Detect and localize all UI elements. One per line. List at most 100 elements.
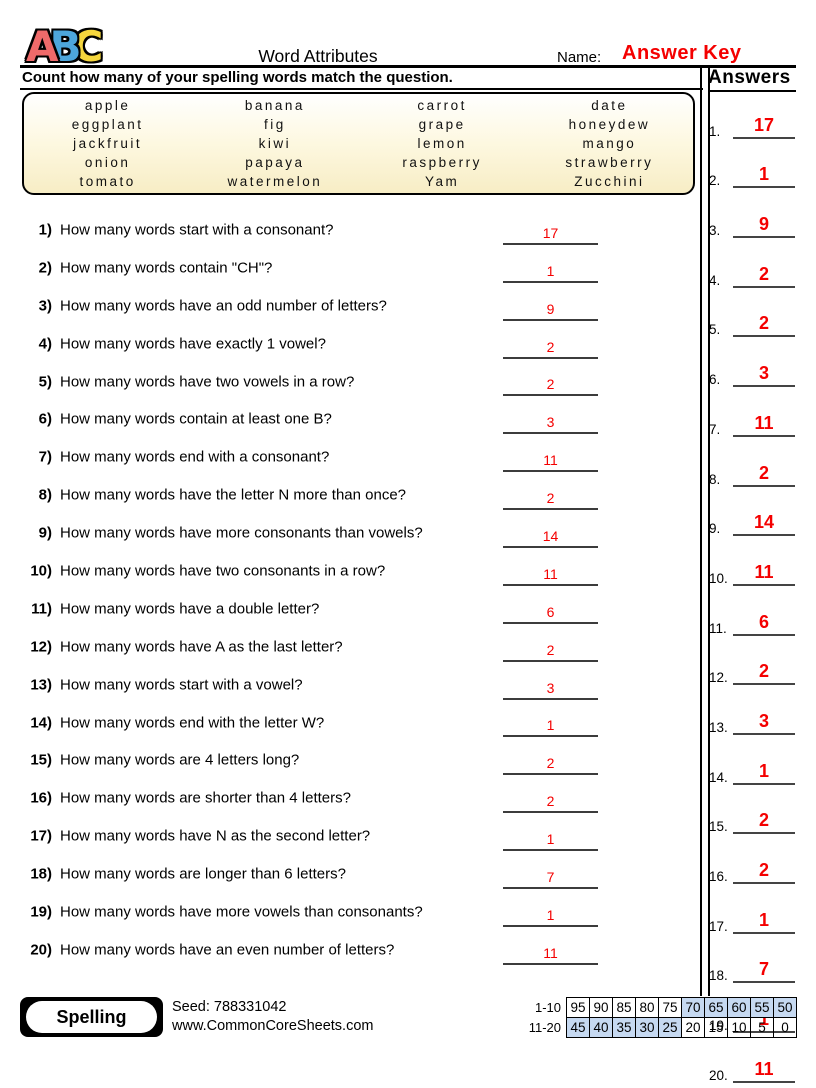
question-row: 15) How many words are 4 letters long? 2 bbox=[20, 741, 701, 779]
answers-divider bbox=[700, 66, 710, 996]
question-number: 3) bbox=[38, 297, 52, 315]
header-rule bbox=[20, 65, 796, 68]
grade-cell: 95 bbox=[566, 997, 590, 1018]
logo-letter-a: A bbox=[26, 22, 59, 71]
answer-number: 20. bbox=[709, 1067, 728, 1083]
grade-cell: 65 bbox=[704, 997, 728, 1018]
grade-cell: 50 bbox=[773, 997, 797, 1018]
answer-value: 9 bbox=[733, 215, 795, 239]
grade-cell: 40 bbox=[589, 1017, 613, 1038]
answer-row: 16. 2 bbox=[709, 839, 795, 889]
question-answer-blank: 1 bbox=[503, 263, 598, 283]
question-answer-blank: 2 bbox=[503, 490, 598, 511]
question-answer-blank: 9 bbox=[503, 301, 598, 321]
answer-number: 6. bbox=[709, 372, 721, 388]
answer-number: 2. bbox=[709, 173, 721, 189]
answer-row: 4. 2 bbox=[709, 243, 795, 293]
answer-row: 9. 14 bbox=[709, 492, 795, 542]
logo-letter-c: C bbox=[72, 22, 104, 71]
question-answer-blank: 1 bbox=[503, 831, 598, 852]
answer-number: 5. bbox=[709, 322, 721, 338]
question-text: How many words have two consonants in a … bbox=[60, 562, 386, 580]
question-number: 12) bbox=[30, 638, 52, 656]
answer-number: 17. bbox=[709, 918, 728, 934]
answer-value: 2 bbox=[733, 314, 795, 338]
answer-row: 1. 17 bbox=[709, 94, 795, 144]
question-answer-blank: 11 bbox=[503, 566, 598, 586]
question-row: 8) How many words have the letter N more … bbox=[20, 476, 701, 514]
word-bank-word: honeydew bbox=[568, 117, 651, 132]
answer-row: 15. 2 bbox=[709, 790, 795, 840]
word-bank-word: carrot bbox=[417, 98, 467, 113]
answer-value: 2 bbox=[733, 811, 795, 835]
grade-cell: 70 bbox=[681, 997, 705, 1018]
question-row: 5) How many words have two vowels in a ro… bbox=[20, 363, 701, 401]
answer-number: 18. bbox=[709, 968, 728, 984]
answer-value: 11 bbox=[733, 562, 795, 586]
answer-value: 3 bbox=[733, 711, 795, 735]
question-number: 5) bbox=[38, 373, 52, 390]
answer-value: 1 bbox=[733, 761, 795, 785]
question-text: How many words have exactly 1 vowel? bbox=[60, 335, 326, 353]
answer-number: 14. bbox=[709, 769, 728, 785]
answers-heading: Answers bbox=[708, 67, 796, 92]
worksheet-page: A B C Word Attributes Name: Answer Key C… bbox=[20, 22, 797, 1083]
answer-row: 8. 2 bbox=[709, 442, 795, 492]
answer-value: 7 bbox=[733, 960, 795, 984]
question-number: 7) bbox=[38, 448, 52, 466]
question-row: 17) How many words have N as the second l… bbox=[20, 817, 701, 855]
grade-cell: 90 bbox=[589, 997, 613, 1018]
question-number: 14) bbox=[30, 714, 52, 732]
question-row: 18) How many words are longer than 6 lett… bbox=[20, 855, 701, 893]
word-bank-word: raspberry bbox=[402, 155, 482, 170]
grade-cell: 25 bbox=[658, 1017, 682, 1038]
word-bank-word: banana bbox=[244, 98, 305, 113]
answer-value: 11 bbox=[733, 1059, 795, 1083]
question-row: 1) How many words start with a consonant?… bbox=[20, 211, 701, 249]
question-row: 4) How many words have exactly 1 vowel? 2 bbox=[20, 325, 701, 363]
question-number: 11) bbox=[31, 600, 52, 618]
grade-range-label: 1-10 bbox=[534, 1000, 561, 1015]
question-answer-blank: 1 bbox=[503, 907, 598, 927]
answer-value: 2 bbox=[733, 463, 795, 487]
question-number: 20) bbox=[30, 941, 52, 959]
answer-value: 6 bbox=[733, 612, 795, 636]
word-bank-word: watermelon bbox=[227, 174, 323, 189]
answer-value: 1 bbox=[733, 165, 795, 189]
question-text: How many words have more vowels than con… bbox=[60, 903, 423, 921]
question-text: How many words have an even number of le… bbox=[60, 941, 395, 959]
word-bank-word: onion bbox=[84, 155, 131, 170]
answer-number: 11. bbox=[709, 620, 727, 636]
answer-key-label: Answer Key bbox=[622, 42, 742, 64]
question-row: 16) How many words are shorter than 4 let… bbox=[20, 779, 701, 817]
answer-value: 3 bbox=[733, 364, 795, 388]
answer-row: 3. 9 bbox=[709, 193, 795, 243]
name-label: Name: bbox=[557, 49, 602, 66]
word-bank-word: papaya bbox=[245, 155, 305, 170]
question-row: 19) How many words have more vowels than … bbox=[20, 893, 701, 931]
question-row: 9) How many words have more consonants th… bbox=[20, 514, 701, 552]
grade-range-label: 11-20 bbox=[528, 1020, 561, 1035]
question-number: 13) bbox=[30, 676, 52, 694]
question-text: How many words have more consonants than… bbox=[60, 524, 423, 542]
grade-cell: 35 bbox=[612, 1017, 636, 1038]
question-text: How many words have an odd number of let… bbox=[60, 297, 387, 315]
question-row: 10) How many words have two consonants in… bbox=[20, 552, 701, 590]
question-text: How many words are 4 letters long? bbox=[60, 751, 300, 769]
instruction-text: Count how many of your spelling words ma… bbox=[20, 68, 703, 90]
question-answer-blank: 2 bbox=[503, 339, 598, 359]
answer-number: 3. bbox=[709, 223, 721, 239]
question-answer-blank: 11 bbox=[503, 945, 598, 965]
answer-value: 2 bbox=[733, 264, 795, 288]
question-answer-blank: 7 bbox=[503, 869, 598, 890]
question-text: How many words have A as the last letter… bbox=[60, 638, 343, 656]
grade-cell: 80 bbox=[635, 997, 659, 1018]
grade-cell: 5 bbox=[750, 1017, 774, 1038]
answer-number: 7. bbox=[709, 421, 721, 437]
answer-number: 9. bbox=[709, 521, 721, 537]
question-answer-blank: 14 bbox=[503, 528, 598, 549]
answer-row: 18. 7 bbox=[709, 939, 795, 989]
question-text: How many words have two vowels in a row? bbox=[60, 373, 355, 390]
question-number: 19) bbox=[30, 903, 52, 921]
answer-number: 13. bbox=[709, 719, 728, 735]
